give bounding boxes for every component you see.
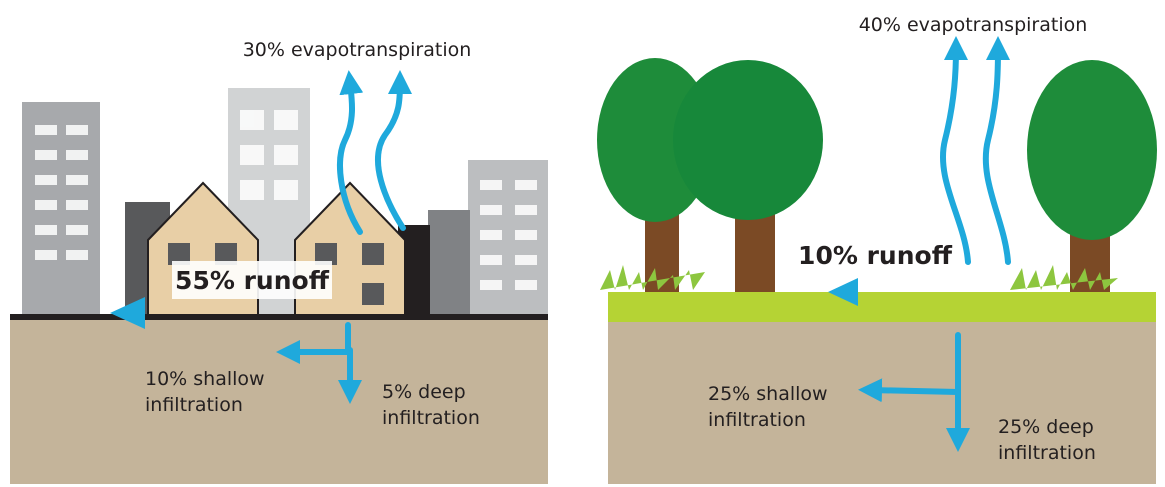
label-line: infiltration — [998, 442, 1096, 464]
label-line: infiltration — [708, 409, 806, 431]
forest-panel: 40% evapotranspiration 10% runoff 25% sh… — [597, 14, 1157, 484]
evap-arrow — [375, 70, 412, 231]
label-line: 25% shallow — [708, 383, 828, 405]
shallow-label: 25% shallow infiltration — [708, 383, 828, 431]
runoff-label: 55% runoff — [175, 266, 330, 295]
label-line: 25% deep — [998, 416, 1094, 438]
city-panel: 30% evapotranspiration 55% runoff 10% sh… — [10, 39, 548, 484]
evapotranspiration-label: 40% evapotranspiration — [859, 14, 1088, 36]
evap-arrow — [940, 36, 971, 265]
label-line: infiltration — [382, 407, 480, 429]
label-line: 10% shallow — [145, 368, 265, 390]
soil — [10, 318, 548, 484]
tree — [673, 60, 823, 295]
deep-label: 5% deep infiltration — [382, 381, 480, 429]
evapotranspiration-label: 30% evapotranspiration — [243, 39, 472, 61]
shallow-label: 10% shallow infiltration — [145, 368, 265, 416]
label-line: infiltration — [145, 394, 243, 416]
building — [22, 102, 100, 317]
evap-arrow — [337, 70, 364, 235]
deep-label: 25% deep infiltration — [998, 416, 1096, 464]
evap-arrow — [982, 36, 1011, 265]
runoff-label: 10% runoff — [798, 241, 953, 270]
tree — [1027, 60, 1157, 295]
building — [428, 210, 470, 317]
label-line: 5% deep — [382, 381, 466, 403]
shallow-arrow — [858, 378, 961, 403]
